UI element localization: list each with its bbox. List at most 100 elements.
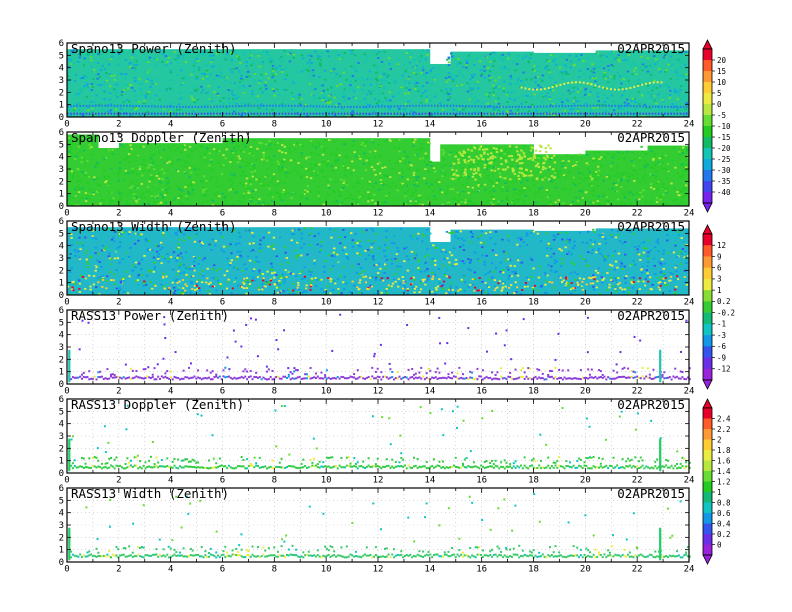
data-cell — [113, 74, 116, 77]
data-cell — [99, 67, 102, 70]
data-cell — [248, 150, 252, 152]
data-cell — [605, 112, 607, 115]
data-cell — [649, 96, 652, 99]
data-cell — [318, 75, 321, 78]
data-cell — [413, 257, 417, 260]
data-cell — [540, 186, 544, 189]
data-cell — [141, 174, 144, 177]
data-cell — [423, 160, 426, 163]
data-cell — [455, 84, 459, 87]
data-cell — [268, 187, 271, 190]
data-cell — [593, 86, 596, 89]
data-cell — [206, 105, 209, 108]
data-cell — [78, 188, 81, 191]
data-cell — [240, 74, 243, 77]
data-cell — [283, 276, 286, 279]
data-cell — [78, 109, 81, 111]
data-cell — [516, 150, 519, 153]
data-cell — [663, 272, 666, 275]
data-cell — [116, 173, 120, 176]
data-cell — [572, 90, 575, 93]
data-cell — [633, 69, 636, 72]
data-cell — [441, 108, 445, 111]
data-cell — [284, 269, 287, 272]
data-cell — [545, 189, 549, 191]
data-cell — [67, 144, 70, 147]
x-tick-label: 6 — [220, 209, 225, 219]
data-cell — [363, 106, 367, 109]
data-cell — [417, 56, 420, 59]
data-cell — [624, 241, 627, 244]
data-cell — [409, 204, 412, 206]
data-cell — [293, 288, 296, 291]
data-cell — [335, 153, 338, 156]
data-cell — [570, 261, 574, 264]
data-cell — [623, 112, 626, 115]
data-cell — [488, 165, 491, 168]
data-cell — [631, 151, 635, 154]
data-cell — [309, 140, 313, 142]
data-cell — [642, 241, 646, 243]
data-cell — [262, 150, 265, 153]
data-cell — [620, 94, 624, 97]
data-cell — [606, 188, 610, 191]
data-cell — [205, 179, 208, 182]
data-cell — [345, 78, 348, 81]
data-cell — [362, 152, 366, 155]
data-cell — [616, 230, 620, 233]
data-cell — [568, 93, 571, 96]
data-cell — [203, 73, 207, 76]
data-cell — [518, 171, 521, 174]
data-cell — [450, 254, 454, 257]
data-cell — [594, 178, 598, 181]
data-cell — [676, 91, 679, 94]
data-cell — [227, 89, 230, 91]
data-cell — [626, 70, 630, 73]
data-cell — [661, 187, 664, 190]
data-cell — [481, 66, 484, 69]
data-cell — [646, 50, 650, 53]
data-cell — [670, 182, 673, 185]
data-cell — [515, 152, 518, 155]
data-cell — [342, 95, 346, 98]
data-cell — [550, 175, 554, 177]
data-cell — [668, 59, 671, 62]
data-cell — [589, 109, 593, 112]
data-cell — [583, 112, 585, 115]
data-cell — [262, 112, 265, 115]
data-cell — [546, 277, 549, 280]
data-cell — [174, 149, 177, 152]
data-cell — [623, 265, 626, 268]
data-cell — [114, 108, 118, 111]
data-cell — [487, 95, 491, 98]
data-cell — [120, 90, 124, 93]
data-cell — [278, 192, 281, 195]
data-cell — [124, 59, 128, 61]
data-cell — [376, 104, 379, 107]
data-cell — [458, 259, 462, 262]
data-cell — [682, 170, 685, 172]
data-cell — [522, 189, 526, 192]
data-cell — [240, 114, 243, 117]
data-cell — [331, 289, 335, 291]
data-cell — [204, 188, 208, 191]
data-column — [595, 50, 607, 117]
data-cell — [636, 248, 639, 251]
data-cell — [73, 265, 76, 268]
data-cell — [346, 105, 349, 108]
data-cell — [176, 273, 179, 276]
data-cell — [337, 261, 340, 264]
data-cell — [70, 170, 74, 173]
data-column — [678, 50, 689, 117]
data-cell — [366, 93, 369, 96]
data-cell — [299, 114, 302, 117]
data-cell — [135, 60, 138, 63]
data-cell — [321, 99, 324, 102]
data-cell — [478, 173, 482, 176]
data-cell — [533, 154, 536, 157]
data-cell — [517, 271, 521, 274]
data-cell — [256, 100, 259, 103]
data-cell — [194, 148, 197, 151]
data-cell — [137, 101, 141, 103]
data-cell — [269, 278, 273, 281]
